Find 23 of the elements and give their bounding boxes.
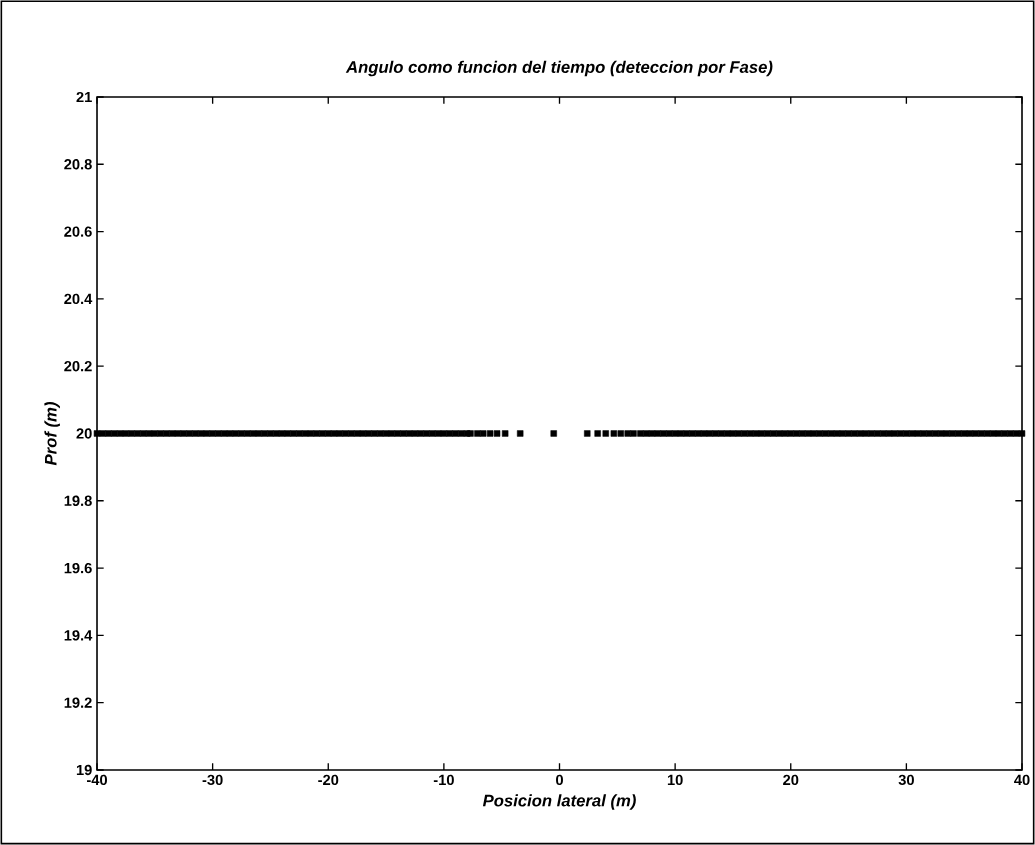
y-tick-label: 20.2 bbox=[64, 361, 92, 372]
x-axis-title: Posicion lateral (m) bbox=[482, 794, 636, 810]
y-tick-label: 20.6 bbox=[64, 226, 92, 237]
y-tick-label: 19.6 bbox=[64, 562, 92, 574]
y-tick-label: 20.8 bbox=[64, 159, 92, 170]
x-tick-label: 40 bbox=[1014, 774, 1030, 786]
y-tick-label: 20.4 bbox=[64, 293, 93, 305]
chart-title: Angulo como funcion del tiempo (deteccion por Fase) bbox=[345, 60, 773, 77]
x-tick-label: -20 bbox=[318, 774, 339, 786]
x-tick-label: 10 bbox=[667, 774, 683, 786]
x-tick-label: 30 bbox=[898, 774, 914, 786]
x-tick-label: -10 bbox=[433, 774, 454, 786]
y-tick-label: 20 bbox=[76, 428, 92, 439]
y-tick-label: 19.2 bbox=[64, 697, 92, 708]
y-tick-label: 19.8 bbox=[64, 495, 92, 506]
y-axis-title: Prof (m) bbox=[44, 402, 60, 466]
x-tick-label: -40 bbox=[86, 774, 107, 786]
y-tick-label: 19 bbox=[76, 764, 92, 776]
x-tick-label: -30 bbox=[202, 774, 223, 786]
x-tick-label: 20 bbox=[783, 774, 799, 786]
y-tick-label: 19.4 bbox=[64, 630, 93, 641]
x-tick-label: 0 bbox=[556, 774, 563, 786]
y-tick-label: 21 bbox=[76, 91, 92, 103]
